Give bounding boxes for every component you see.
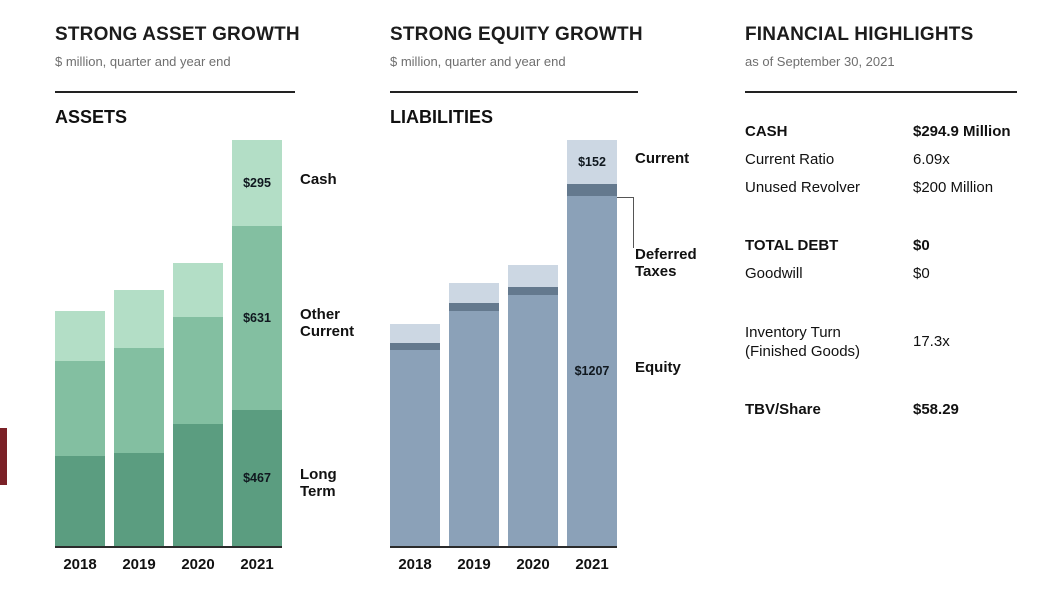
highlights-panel-subtitle: as of September 30, 2021: [745, 54, 895, 69]
x-tick-2018: 2018: [398, 556, 432, 573]
bar-2019: [449, 282, 499, 546]
bar-segment-cash: [173, 263, 223, 318]
divider: [745, 91, 1017, 93]
bar-segment-equity: [449, 310, 499, 546]
highlight-label: Inventory Turn (Finished Goods): [745, 323, 861, 360]
bar-segment-cash: [55, 311, 105, 361]
highlight-label: Current Ratio: [745, 150, 835, 168]
highlight-row-total-debt: TOTAL DEBT $0: [745, 237, 1017, 256]
bar-segment-long-term: [173, 423, 223, 546]
liabilities-chart-title: LIABILITIES: [390, 107, 493, 127]
bar-segment-deferred-taxes: [567, 184, 617, 196]
bar-value-label-current: $152: [578, 155, 606, 170]
highlight-row-unused-revolver: Unused Revolver $200 Million: [745, 179, 1017, 198]
legend-connector-deferred-taxes: [617, 196, 634, 248]
highlight-row-goodwill: Goodwill $0: [745, 265, 1017, 284]
bar-segment-long-term: [114, 452, 164, 546]
highlight-label: CASH: [745, 123, 788, 140]
highlight-label: TBV/Share: [745, 401, 821, 419]
bar-segment-cash: $295: [232, 140, 282, 227]
bar-segment-current: [449, 282, 499, 304]
liabilities-legend: Current Deferred Taxes Equity: [617, 138, 725, 546]
highlight-row-inventory-turn: Inventory Turn (Finished Goods) 17.3x: [745, 324, 1017, 362]
highlight-value: $200 Million: [913, 178, 994, 196]
bar-segment-current: [390, 323, 440, 343]
bar-2021: $152 $1207: [567, 140, 617, 546]
x-tick-2019: 2019: [122, 556, 156, 573]
bar-value-label-other-current: $631: [243, 310, 271, 325]
bar-segment-other-current: $631: [232, 226, 282, 410]
bar-2020: [173, 263, 223, 546]
bar-value-label-long-term: $467: [243, 470, 271, 485]
divider: [55, 91, 295, 93]
assets-panel-title: STRONG ASSET GROWTH: [55, 24, 300, 45]
bar-2020: [508, 264, 558, 546]
highlight-label: Unused Revolver: [745, 178, 861, 196]
bar-segment-current: [508, 264, 558, 287]
highlight-row-current-ratio: Current Ratio 6.09x: [745, 151, 1017, 170]
x-tick-2019: 2019: [457, 556, 491, 573]
highlights-panel-title: FINANCIAL HIGHLIGHTS: [745, 24, 974, 45]
bar-segment-equity: $1207: [567, 195, 617, 546]
liabilities-bars: $152 $1207: [390, 140, 617, 546]
x-tick-2021: 2021: [575, 556, 609, 573]
legend-deferred-taxes: Deferred Taxes: [635, 245, 697, 281]
assets-chart-title: ASSETS: [55, 107, 128, 127]
liabilities-panel-title: STRONG EQUITY GROWTH: [390, 24, 643, 45]
bar-2021: $295 $631 $467: [232, 140, 282, 546]
bar-segment-long-term: [55, 455, 105, 546]
financial-highlights-panel: FINANCIAL HIGHLIGHTS as of September 30,…: [745, 24, 1017, 429]
bar-segment-deferred-taxes: [390, 342, 440, 351]
highlight-value: $0: [913, 237, 930, 255]
highlight-row-tbv-share: TBV/Share $58.29: [745, 401, 1017, 420]
highlight-row-cash: CASH $294.9 Million: [745, 123, 1017, 142]
legend-other-current: Other Current: [300, 305, 355, 341]
x-tick-2018: 2018: [63, 556, 97, 573]
assets-bars: $295 $631 $467: [55, 140, 282, 546]
assets-panel-subtitle: $ million, quarter and year end: [55, 54, 231, 69]
assets-panel: STRONG ASSET GROWTH $ million, quarter a…: [55, 24, 355, 573]
assets-plot-area: $295 $631 $467 Cash Other Current Long Term: [55, 138, 355, 546]
bar-segment-deferred-taxes: [449, 303, 499, 311]
x-tick-2020: 2020: [181, 556, 215, 573]
x-tick-2020: 2020: [516, 556, 550, 573]
bar-segment-other-current: [55, 360, 105, 456]
legend-current: Current: [635, 150, 690, 168]
bar-segment-cash: [114, 289, 164, 348]
assets-legend: Cash Other Current Long Term: [300, 138, 390, 546]
divider: [390, 91, 638, 93]
bar-segment-other-current: [173, 317, 223, 424]
liabilities-x-axis: 2018 2019 2020 2021: [390, 546, 617, 573]
highlight-value: 17.3x: [913, 333, 950, 351]
bar-2019: [114, 289, 164, 546]
assets-stacked-bar-chart: $295 $631 $467 Cash Other Current Long Term …: [55, 138, 355, 573]
bar-value-label-cash: $295: [243, 176, 271, 191]
bar-segment-other-current: [114, 347, 164, 453]
highlight-label: TOTAL DEBT: [745, 237, 839, 255]
liabilities-plot-area: $152 $1207 Current Deferred Taxes Equity: [390, 138, 700, 546]
bar-2018: [55, 311, 105, 546]
highlight-value: $294.9 Million: [913, 123, 1011, 140]
highlight-label: Goodwill: [745, 265, 803, 282]
x-tick-2021: 2021: [240, 556, 274, 573]
liabilities-panel: STRONG EQUITY GROWTH $ million, quarter …: [390, 24, 700, 573]
highlight-value: $0: [913, 265, 930, 282]
liabilities-stacked-bar-chart: $152 $1207 Current Deferred Taxes Equity 20…: [390, 138, 700, 573]
bar-segment-deferred-taxes: [508, 286, 558, 295]
bar-segment-current: $152: [567, 140, 617, 185]
assets-x-axis: 2018 2019 2020 2021: [55, 546, 282, 573]
bar-segment-equity: [390, 350, 440, 546]
slide-accent-bar: [0, 428, 7, 485]
bar-2018: [390, 323, 440, 546]
legend-equity: Equity: [635, 358, 681, 376]
legend-long-term: Long Term: [300, 465, 337, 501]
bar-value-label-equity: $1207: [574, 363, 610, 378]
legend-cash: Cash: [300, 170, 337, 188]
highlight-value: $58.29: [913, 401, 959, 419]
bar-segment-equity: [508, 295, 558, 546]
liabilities-panel-subtitle: $ million, quarter and year end: [390, 54, 566, 69]
highlight-value: 6.09x: [913, 150, 950, 168]
bar-segment-long-term: $467: [232, 409, 282, 546]
highlights-table: CASH $294.9 Million Current Ratio 6.09x Unus…: [745, 123, 1017, 420]
